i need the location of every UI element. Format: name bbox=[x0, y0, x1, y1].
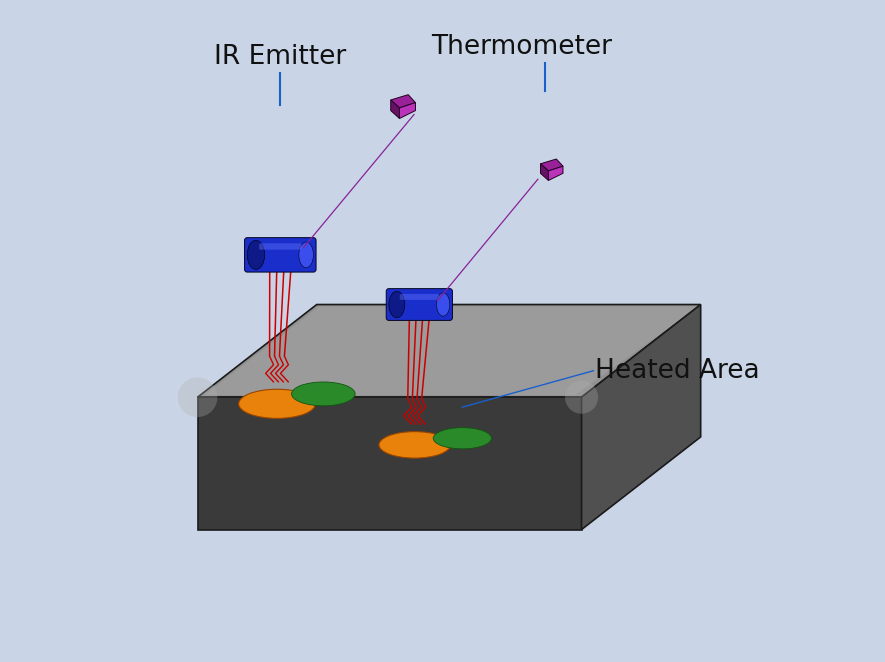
Polygon shape bbox=[391, 95, 415, 108]
Ellipse shape bbox=[565, 381, 598, 414]
FancyBboxPatch shape bbox=[244, 238, 316, 272]
Polygon shape bbox=[197, 397, 581, 530]
Polygon shape bbox=[399, 103, 415, 118]
FancyBboxPatch shape bbox=[386, 289, 452, 320]
FancyBboxPatch shape bbox=[400, 294, 439, 300]
Polygon shape bbox=[197, 305, 701, 397]
Polygon shape bbox=[541, 164, 549, 181]
Polygon shape bbox=[581, 305, 701, 530]
Ellipse shape bbox=[291, 382, 355, 406]
FancyBboxPatch shape bbox=[259, 244, 302, 250]
Polygon shape bbox=[204, 307, 698, 395]
Ellipse shape bbox=[299, 242, 313, 267]
Ellipse shape bbox=[434, 428, 491, 449]
Text: IR Emitter: IR Emitter bbox=[214, 44, 346, 70]
Ellipse shape bbox=[389, 291, 404, 318]
Ellipse shape bbox=[436, 293, 450, 316]
Polygon shape bbox=[391, 100, 399, 118]
Text: Thermometer: Thermometer bbox=[432, 34, 612, 60]
Polygon shape bbox=[549, 166, 563, 181]
Ellipse shape bbox=[379, 432, 450, 458]
Text: Heated Area: Heated Area bbox=[595, 357, 759, 384]
Ellipse shape bbox=[247, 240, 265, 269]
Ellipse shape bbox=[239, 389, 315, 418]
Polygon shape bbox=[541, 159, 563, 171]
Ellipse shape bbox=[178, 377, 218, 417]
